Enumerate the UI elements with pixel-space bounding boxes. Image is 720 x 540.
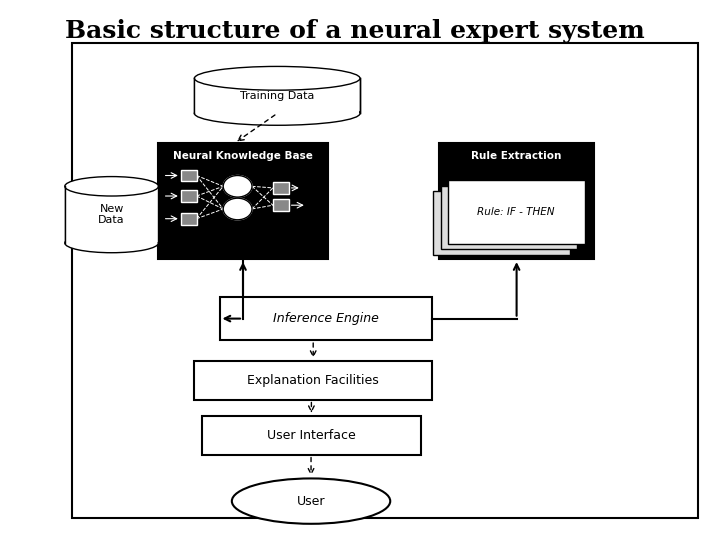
Bar bbox=[448, 180, 585, 244]
Bar bbox=[433, 191, 570, 255]
Bar bbox=[72, 43, 698, 518]
Text: Inference Engine: Inference Engine bbox=[273, 312, 379, 325]
Bar bbox=[220, 297, 432, 340]
Ellipse shape bbox=[232, 478, 390, 524]
Bar bbox=[194, 78, 360, 113]
Bar bbox=[202, 416, 421, 455]
Text: Neural Knowledge Base: Neural Knowledge Base bbox=[173, 151, 313, 161]
Bar bbox=[181, 190, 197, 202]
Bar bbox=[158, 143, 328, 259]
Bar bbox=[273, 182, 289, 194]
Ellipse shape bbox=[194, 102, 360, 125]
Bar bbox=[441, 186, 577, 249]
Bar bbox=[194, 361, 432, 400]
Text: User: User bbox=[297, 495, 325, 508]
Bar bbox=[181, 170, 197, 181]
Bar bbox=[66, 186, 158, 242]
Text: Rule Extraction: Rule Extraction bbox=[472, 151, 562, 161]
Ellipse shape bbox=[65, 233, 158, 253]
Bar bbox=[439, 143, 594, 259]
Bar bbox=[273, 199, 289, 211]
Text: Basic structure of a neural expert system: Basic structure of a neural expert syste… bbox=[65, 19, 644, 43]
Text: Training Data: Training Data bbox=[240, 91, 315, 101]
Text: Rule: IF - THEN: Rule: IF - THEN bbox=[477, 207, 555, 217]
Bar bbox=[181, 213, 197, 225]
Circle shape bbox=[223, 176, 252, 197]
Text: New
Data: New Data bbox=[99, 204, 125, 226]
Ellipse shape bbox=[194, 66, 360, 90]
Text: User Interface: User Interface bbox=[267, 429, 356, 442]
Bar bbox=[65, 186, 158, 243]
Ellipse shape bbox=[65, 177, 158, 196]
Text: Explanation Facilities: Explanation Facilities bbox=[248, 374, 379, 387]
Bar bbox=[195, 78, 359, 113]
Circle shape bbox=[223, 198, 252, 220]
